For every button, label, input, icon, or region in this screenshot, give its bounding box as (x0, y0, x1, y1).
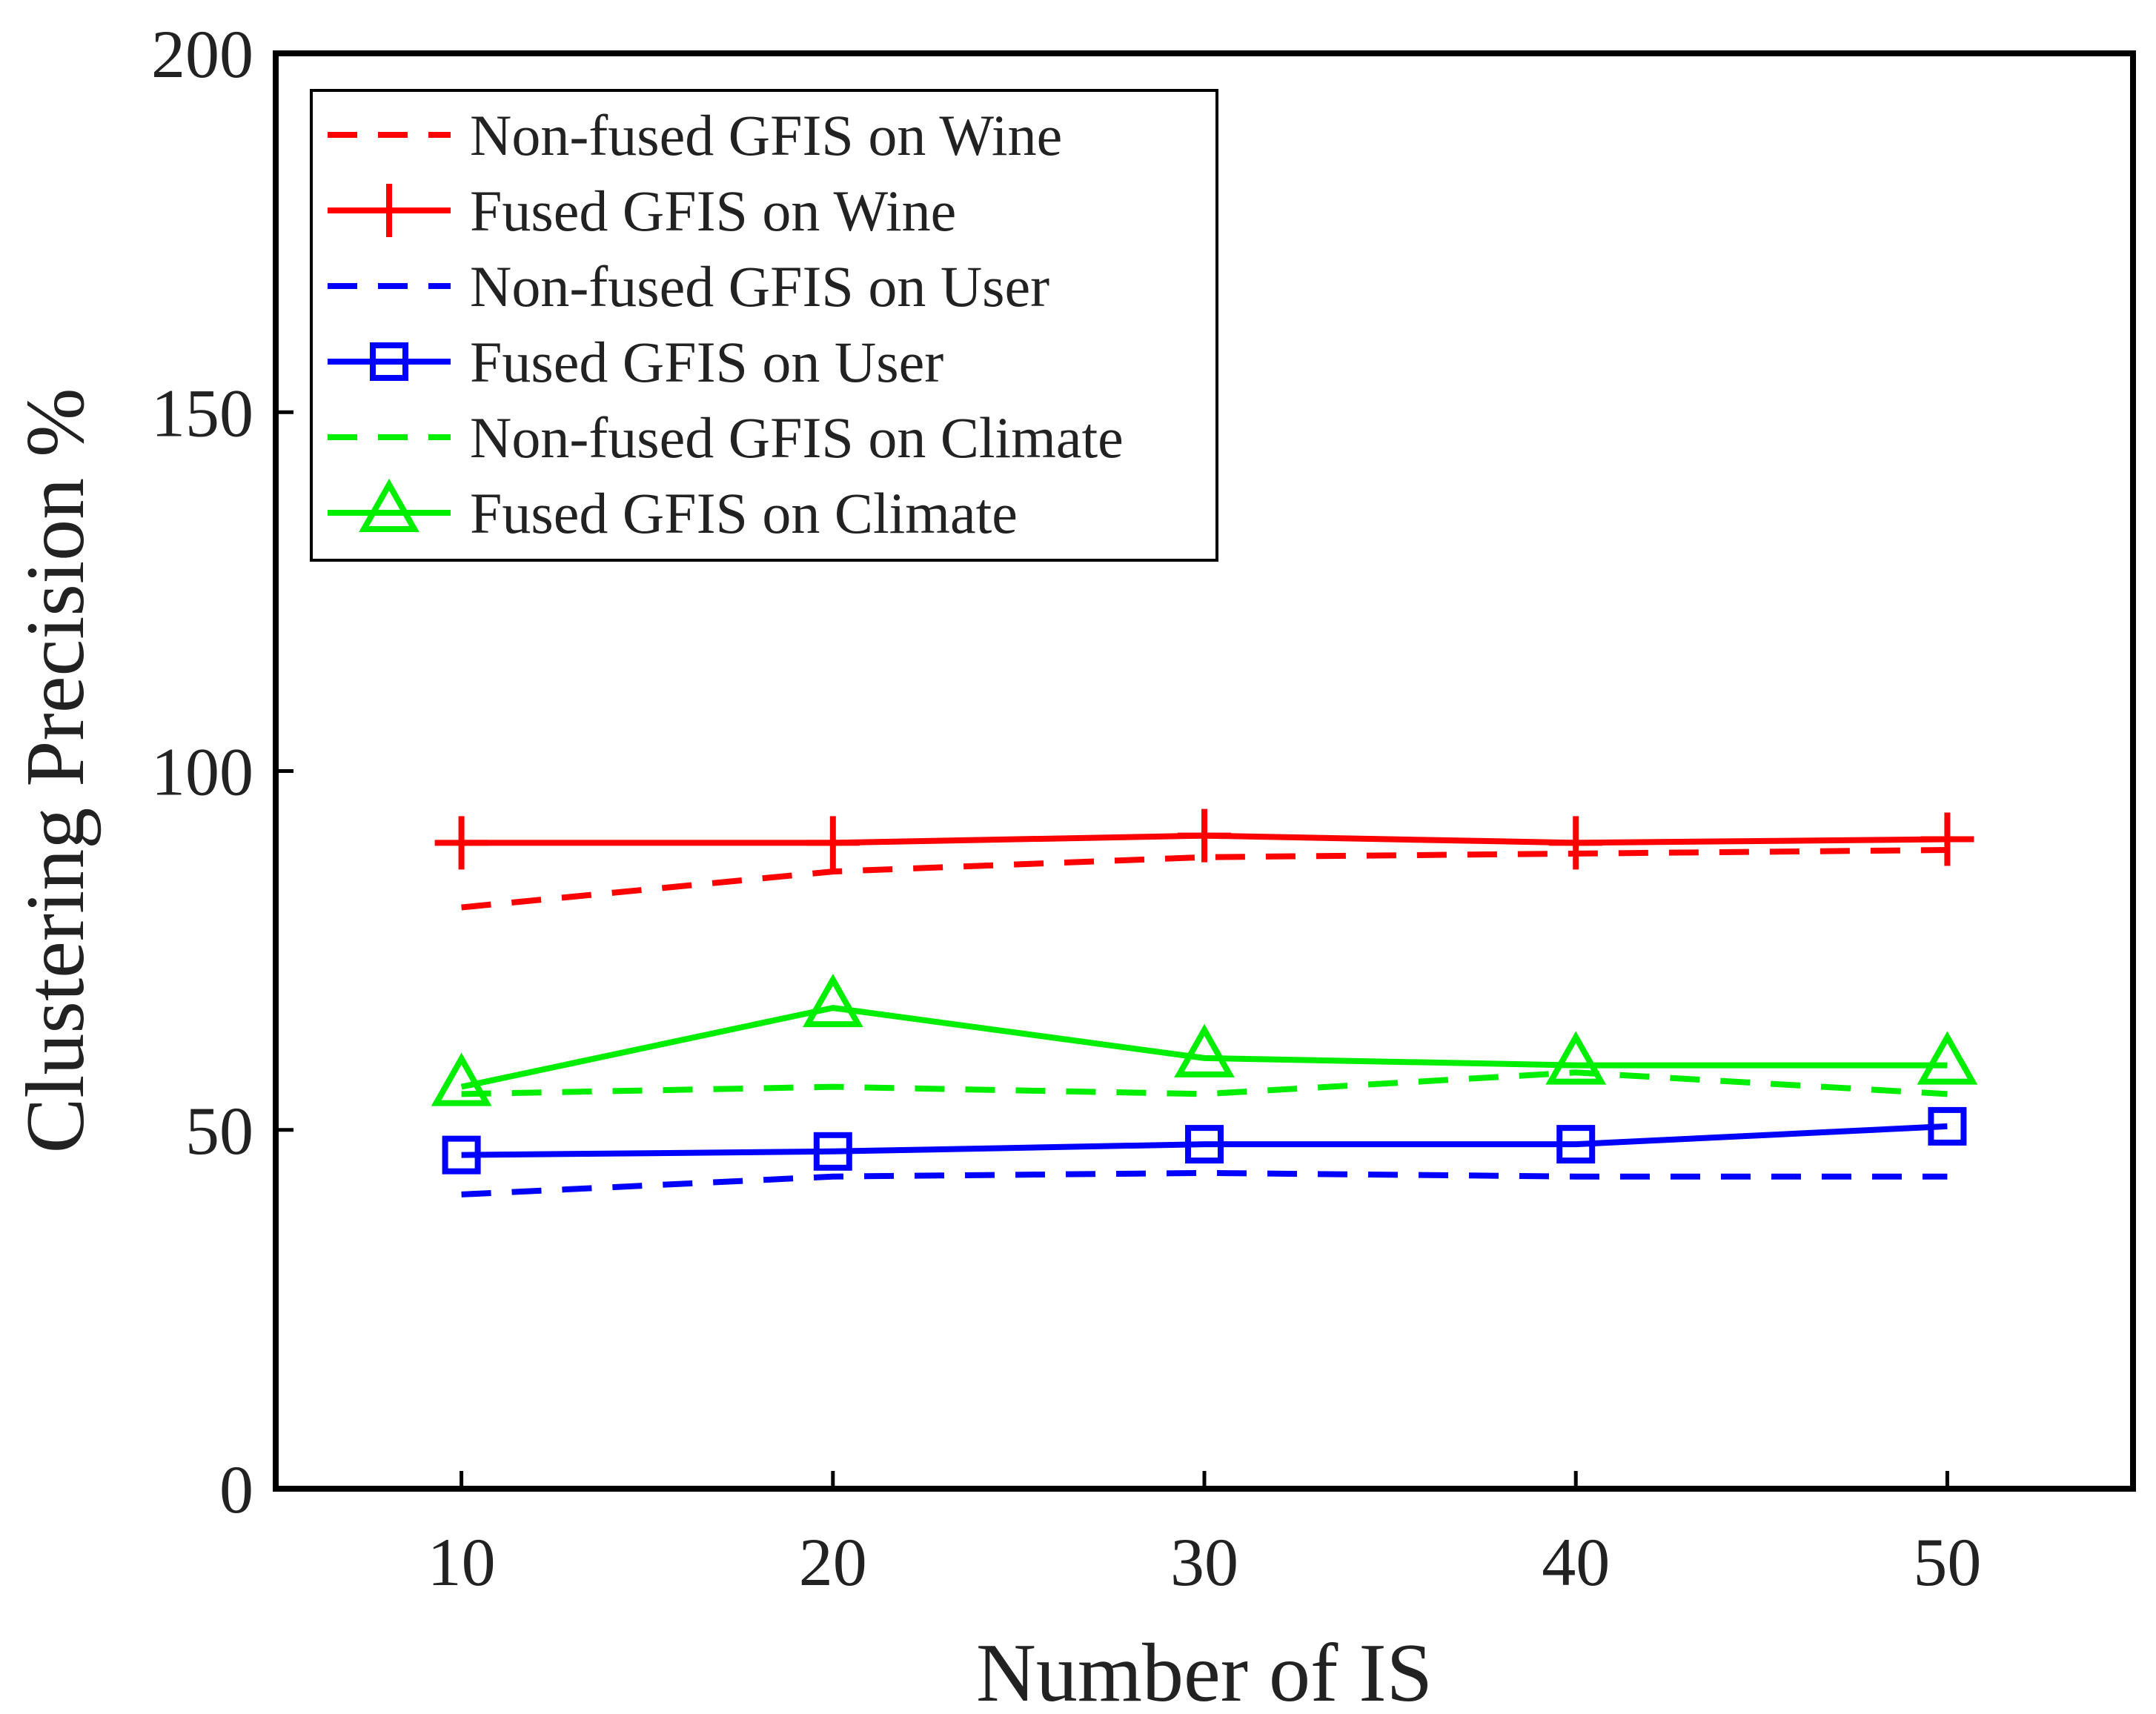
data-point (1917, 1031, 1978, 1085)
data-point (813, 1132, 852, 1171)
data-point (1545, 1031, 1607, 1085)
legend-item: Fused GFIS on Climate (328, 478, 1018, 545)
legend-marker (359, 478, 419, 532)
data-point (434, 816, 488, 870)
series-line (460, 1005, 1948, 1090)
legend-marker (370, 342, 408, 381)
legend-item: Fused GFIS on User (328, 330, 943, 394)
legend-marker (362, 184, 416, 237)
legend-label: Non-fused GFIS on Climate (470, 405, 1124, 470)
legend-label: Non-fused GFIS on Wine (470, 103, 1062, 167)
x-tick-label: 50 (1913, 1524, 1981, 1600)
series-layer (431, 808, 1978, 1198)
series-3 (442, 1106, 1967, 1175)
series-2 (461, 1169, 1948, 1198)
x-tick-label: 40 (1542, 1524, 1610, 1600)
series-1 (434, 808, 1974, 870)
data-point (1920, 812, 1974, 866)
legend-label: Fused GFIS on Wine (470, 179, 956, 243)
legend-label: Fused GFIS on Climate (470, 481, 1018, 545)
y-tick-label: 50 (185, 1093, 253, 1169)
data-point (1185, 1125, 1224, 1164)
series-line (461, 1169, 1948, 1198)
legend-item: Non-fused GFIS on Wine (328, 103, 1062, 167)
legend-item: Non-fused GFIS on User (328, 254, 1049, 319)
legend-item: Non-fused GFIS on Climate (328, 405, 1124, 470)
series-5 (431, 973, 1978, 1106)
y-tick-label: 200 (151, 16, 253, 92)
x-tick-label: 30 (1170, 1524, 1238, 1600)
data-point (442, 1135, 481, 1175)
x-tick-label: 10 (428, 1524, 496, 1600)
data-point (806, 816, 860, 870)
y-axis-title: Clustering Precision % (10, 388, 102, 1154)
x-axis-title: Number of IS (976, 1627, 1433, 1714)
data-point (1178, 808, 1231, 863)
data-point (431, 1052, 492, 1106)
data-point (1549, 816, 1603, 870)
x-tick-label: 20 (799, 1524, 867, 1600)
legend-item: Fused GFIS on Wine (328, 179, 956, 243)
y-tick-label: 100 (151, 734, 253, 810)
y-tick-label: 0 (219, 1452, 253, 1527)
legend-box (310, 89, 1218, 562)
series-line (461, 1069, 1948, 1097)
legend-label: Fused GFIS on User (470, 330, 943, 394)
legend: Non-fused GFIS on Wine Fused GFIS on Wine… (310, 89, 1218, 562)
legend-label: Non-fused GFIS on User (470, 254, 1049, 319)
y-tick-label: 150 (151, 375, 253, 451)
series-4 (461, 1069, 1948, 1097)
data-point (1556, 1125, 1596, 1164)
data-point (802, 973, 863, 1028)
data-point (1928, 1106, 1967, 1146)
data-point (1174, 1023, 1235, 1077)
series-line (461, 1123, 1948, 1158)
ticks-layer: 10 20 30 40 50 0 50 100 150 200 (151, 16, 1981, 1600)
